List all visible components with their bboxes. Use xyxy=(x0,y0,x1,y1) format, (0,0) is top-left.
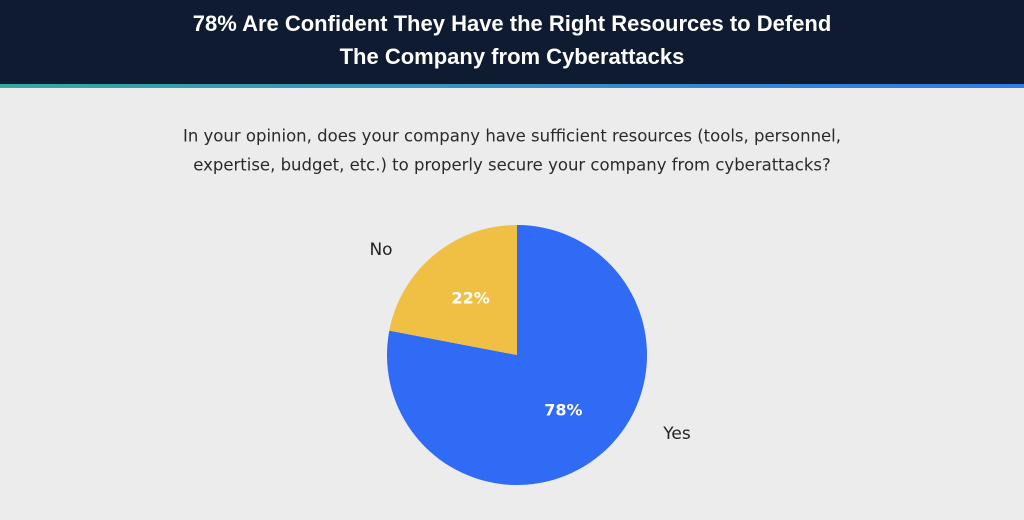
chart-subtitle: In your opinion, does your company have … xyxy=(183,127,841,146)
value-label: 78% xyxy=(544,401,582,420)
header-stripe xyxy=(0,84,1024,88)
value-label: 22% xyxy=(451,288,489,307)
header-band xyxy=(0,0,1024,85)
category-label: Yes xyxy=(662,424,691,444)
chart-subtitle: expertise, budget, etc.) to properly sec… xyxy=(193,156,831,175)
chart-title: 78% Are Confident They Have the Right Re… xyxy=(193,11,832,36)
chart-title: The Company from Cyberattacks xyxy=(340,44,685,69)
pie-slice xyxy=(389,225,517,355)
category-label: No xyxy=(369,240,392,260)
